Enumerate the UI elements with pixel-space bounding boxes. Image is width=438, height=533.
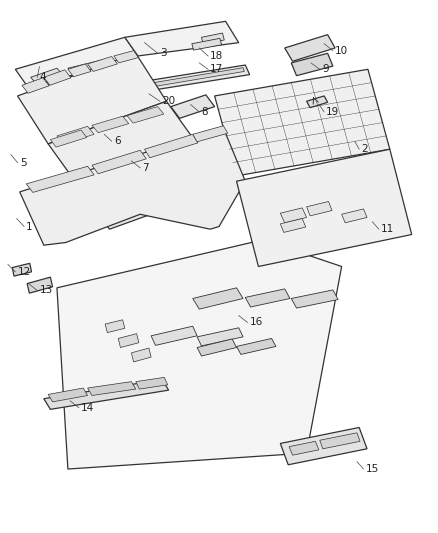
Polygon shape (57, 126, 94, 144)
Polygon shape (136, 65, 250, 92)
Polygon shape (307, 96, 328, 108)
Polygon shape (114, 51, 138, 63)
Polygon shape (320, 433, 360, 449)
Polygon shape (57, 240, 342, 469)
Text: 7: 7 (142, 163, 149, 173)
Polygon shape (280, 219, 306, 232)
Text: 15: 15 (366, 464, 379, 474)
Polygon shape (280, 427, 367, 465)
Text: 20: 20 (162, 96, 175, 106)
Text: 14: 14 (81, 403, 94, 413)
Polygon shape (83, 176, 115, 193)
Polygon shape (48, 101, 197, 187)
Text: 1: 1 (26, 222, 33, 231)
Text: 19: 19 (326, 107, 339, 117)
Polygon shape (151, 326, 197, 345)
Text: 4: 4 (39, 72, 46, 82)
Polygon shape (44, 70, 71, 85)
Text: 18: 18 (210, 51, 223, 61)
Polygon shape (27, 277, 53, 293)
Polygon shape (291, 290, 338, 308)
Polygon shape (92, 150, 146, 174)
Polygon shape (307, 201, 332, 216)
Text: 13: 13 (39, 286, 53, 295)
Polygon shape (197, 328, 243, 346)
Polygon shape (193, 288, 243, 309)
Polygon shape (92, 116, 129, 133)
Polygon shape (280, 208, 307, 223)
Polygon shape (105, 320, 125, 333)
Text: 11: 11 (381, 224, 394, 234)
Polygon shape (22, 78, 49, 93)
Polygon shape (245, 289, 290, 307)
Polygon shape (88, 56, 117, 71)
Polygon shape (131, 348, 151, 362)
Polygon shape (147, 155, 198, 179)
Text: 2: 2 (361, 144, 368, 154)
Polygon shape (237, 338, 276, 354)
Polygon shape (33, 81, 41, 87)
Polygon shape (197, 339, 237, 356)
Text: 5: 5 (20, 158, 26, 167)
Polygon shape (44, 379, 169, 409)
Polygon shape (145, 134, 198, 158)
Polygon shape (215, 69, 390, 176)
Text: 8: 8 (201, 107, 208, 117)
Polygon shape (48, 388, 88, 402)
Polygon shape (68, 60, 109, 75)
Text: 16: 16 (250, 318, 263, 327)
Polygon shape (193, 126, 228, 142)
Text: 17: 17 (210, 64, 223, 74)
Text: 10: 10 (335, 46, 348, 55)
Text: 9: 9 (322, 64, 328, 74)
Polygon shape (171, 95, 215, 118)
Polygon shape (118, 334, 139, 348)
Polygon shape (26, 166, 94, 192)
Polygon shape (127, 107, 164, 123)
Polygon shape (88, 164, 147, 190)
Polygon shape (18, 53, 166, 144)
Polygon shape (201, 33, 224, 44)
Text: 3: 3 (160, 49, 166, 58)
Polygon shape (12, 263, 32, 276)
Polygon shape (31, 68, 64, 85)
Polygon shape (192, 38, 222, 50)
Polygon shape (291, 53, 333, 76)
Polygon shape (79, 144, 228, 229)
Text: 12: 12 (18, 267, 31, 277)
Polygon shape (237, 149, 412, 266)
Polygon shape (285, 35, 335, 61)
Polygon shape (138, 68, 244, 89)
Polygon shape (50, 130, 87, 147)
Polygon shape (136, 377, 168, 389)
Polygon shape (342, 209, 367, 223)
Polygon shape (88, 382, 136, 395)
Polygon shape (125, 21, 239, 56)
Polygon shape (15, 37, 138, 88)
Text: 6: 6 (114, 136, 120, 146)
Polygon shape (289, 441, 319, 455)
Polygon shape (20, 128, 245, 245)
Polygon shape (68, 64, 91, 77)
